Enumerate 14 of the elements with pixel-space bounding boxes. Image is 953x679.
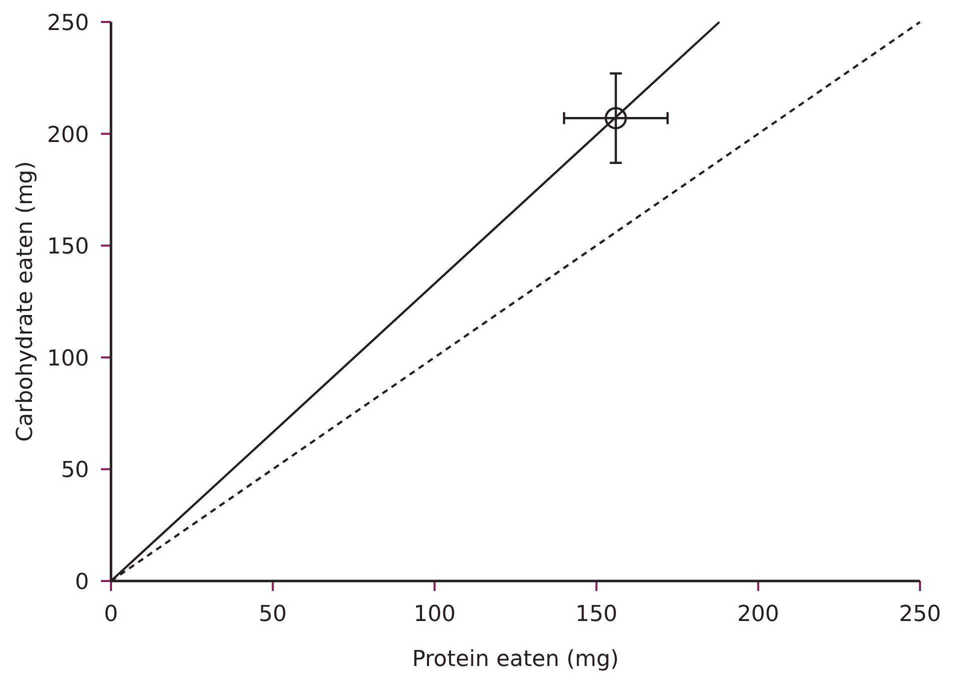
x-tick-label: 100 [414, 602, 456, 627]
y-tick-label: 100 [47, 346, 89, 372]
y-tick-label: 50 [61, 458, 89, 484]
y-tick-label: 0 [75, 570, 89, 595]
x-axis-title: Protein eaten (mg) [412, 647, 619, 672]
y-tick-label: 150 [47, 234, 89, 260]
x-tick-label: 250 [899, 602, 941, 627]
y-axis-title: Carbohydrate eaten (mg) [13, 161, 38, 442]
x-tick-label: 0 [104, 602, 118, 627]
y-tick-label: 250 [47, 11, 89, 36]
x-tick-label: 50 [258, 602, 287, 627]
x-tick-label: 150 [575, 602, 618, 627]
x-tick-label: 200 [737, 602, 780, 627]
y-tick-label: 200 [47, 122, 89, 148]
